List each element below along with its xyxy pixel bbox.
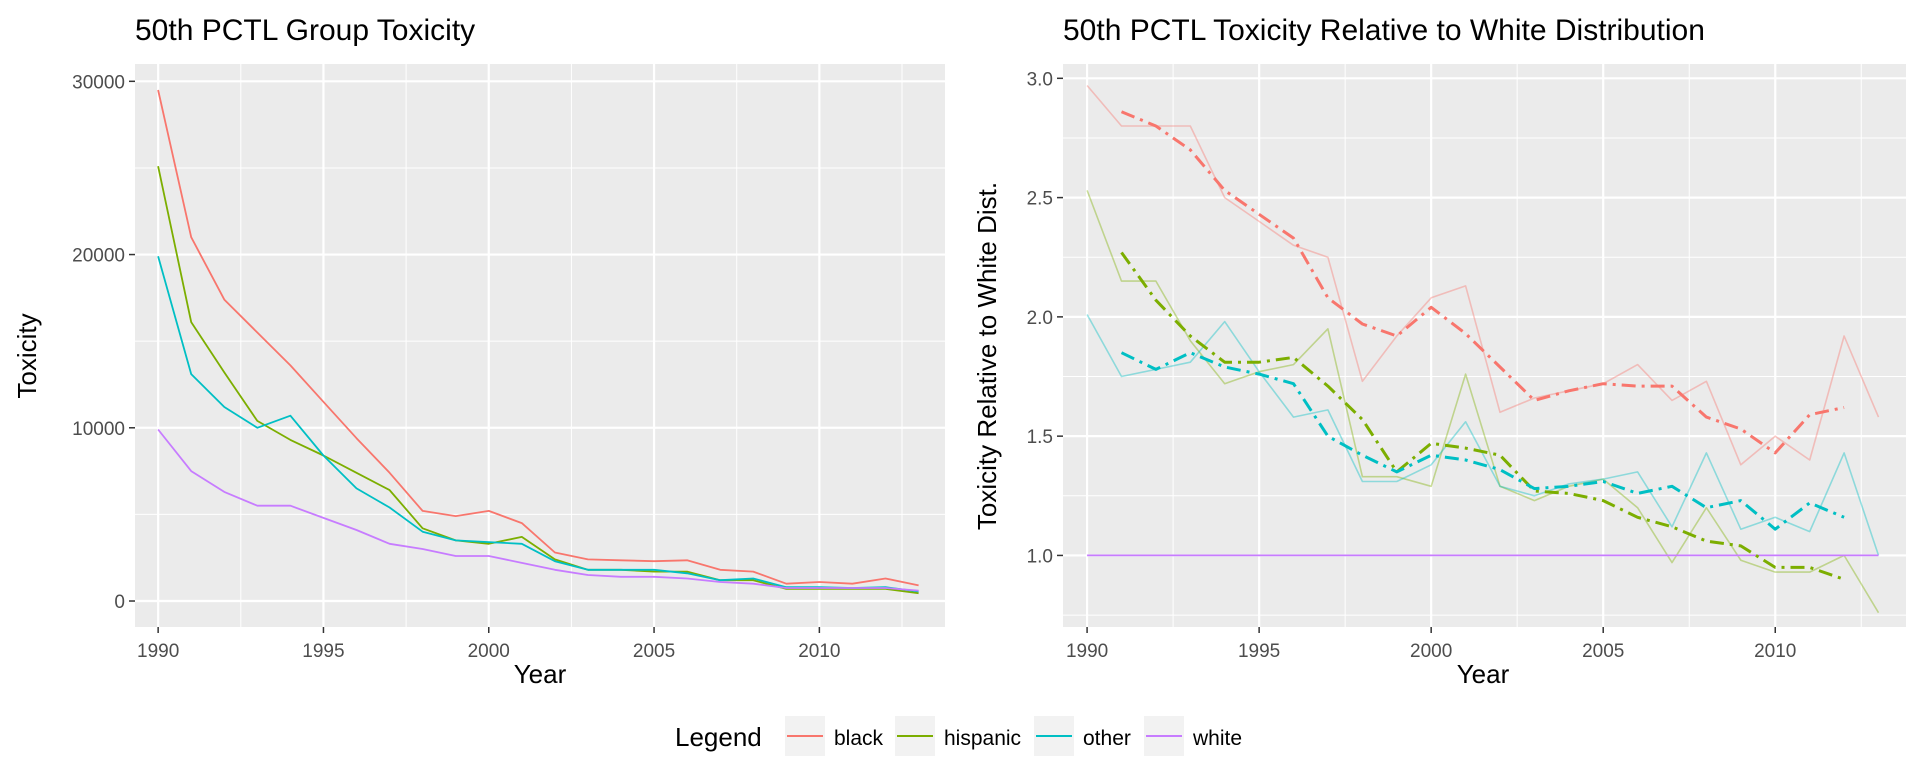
series-line-black <box>157 89 919 587</box>
legend: Legend black hispanic other white <box>675 716 1242 756</box>
smoothed-line-black <box>1120 110 1845 455</box>
plot-panel <box>1063 64 1906 627</box>
series-line-other <box>1086 314 1880 556</box>
y-tick-label: 1.0 <box>1027 546 1053 567</box>
x-tick-label: 2005 <box>633 641 675 662</box>
x-tick-label: 2000 <box>468 641 510 662</box>
axis-ticks: 1990 1995 2000 2005 2010 0 10000 20000 30000 <box>72 72 840 662</box>
legend-label: other <box>1083 727 1131 750</box>
y-tick-label: 0 <box>114 592 125 613</box>
series-line-hispanic <box>1086 190 1880 614</box>
panel-group-toxicity: 50th PCTL Group Toxicity 1990 1995 2000 200… <box>12 14 945 689</box>
y-tick-label: 2.5 <box>1027 189 1053 210</box>
x-axis-label: Year <box>1457 659 1510 689</box>
y-tick-label: 3.0 <box>1027 69 1053 90</box>
smoothed-line-other <box>1120 351 1845 531</box>
plot-panel <box>135 64 945 627</box>
y-axis-label: Toxicity <box>12 313 42 398</box>
legend-label: hispanic <box>944 727 1021 750</box>
y-tick-label: 20000 <box>72 246 125 267</box>
y-tick-label: 10000 <box>72 419 125 440</box>
legend-item-other: other <box>1034 716 1131 756</box>
x-tick-label: 2010 <box>798 641 840 662</box>
x-tick-label: 1990 <box>1066 641 1108 662</box>
x-tick-label: 2005 <box>1582 641 1624 662</box>
y-tick-label: 1.5 <box>1027 427 1053 448</box>
legend-label: black <box>834 727 884 750</box>
series-line-white <box>157 428 919 592</box>
legend-title: Legend <box>675 722 762 752</box>
y-axis-label: Toxicity Relative to White Dist. <box>972 182 1002 530</box>
x-tick-label: 1990 <box>137 641 179 662</box>
legend-item-black: black <box>785 716 884 756</box>
legend-label: white <box>1192 727 1242 750</box>
series-lines <box>1086 84 1880 614</box>
x-tick-label: 2010 <box>1754 641 1796 662</box>
grid-lines <box>135 64 945 627</box>
x-tick-label: 1995 <box>1238 641 1280 662</box>
panel-relative-toxicity: 50th PCTL Toxicity Relative to White Dis… <box>972 14 1906 689</box>
axis-ticks: 1990 1995 2000 2005 2010 1.0 1.5 2.0 2.5 3.0 <box>1027 69 1797 662</box>
legend-item-white: white <box>1144 716 1242 756</box>
chart-title: 50th PCTL Group Toxicity <box>135 14 475 47</box>
x-tick-label: 1995 <box>302 641 344 662</box>
smoothed-line-hispanic <box>1120 251 1845 581</box>
legend-item-hispanic: hispanic <box>895 716 1021 756</box>
chart-title: 50th PCTL Toxicity Relative to White Dis… <box>1063 14 1705 47</box>
series-lines <box>157 89 919 595</box>
x-tick-label: 2000 <box>1410 641 1452 662</box>
y-tick-label: 30000 <box>72 72 125 93</box>
x-axis-label: Year <box>514 659 567 689</box>
y-tick-label: 2.0 <box>1027 308 1053 329</box>
